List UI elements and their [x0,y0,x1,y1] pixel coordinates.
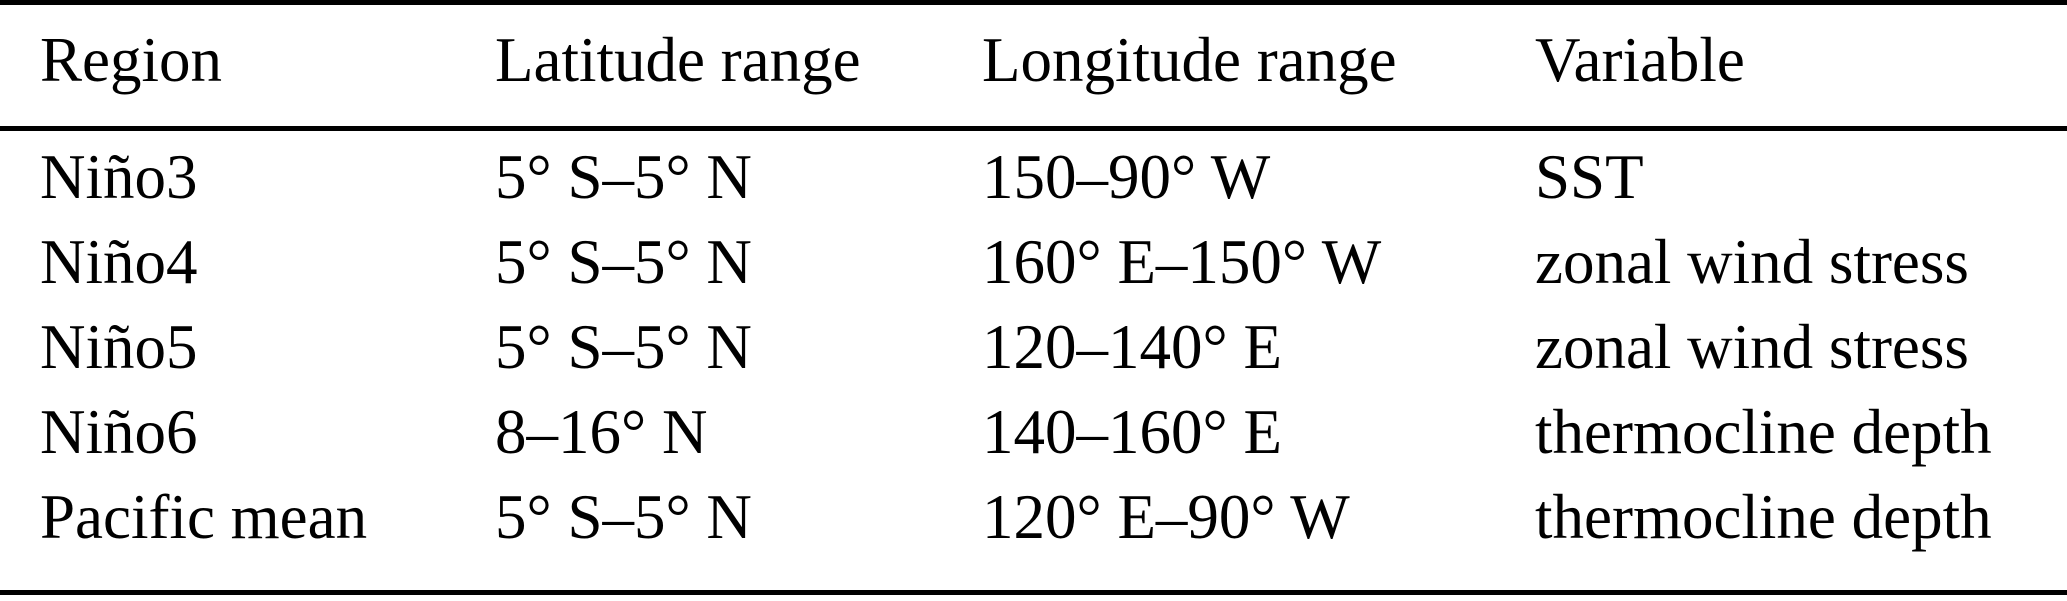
column-header-variable: Variable [1535,5,2067,131]
cell-region: Niño6 [40,397,198,467]
cell-variable: zonal wind stress [1535,227,1969,297]
cell-longitude: 140–160° E [982,397,1282,467]
table-row: Niño3 5° S–5° N 150–90° W SST [0,129,2067,221]
cell-longitude: 120–140° E [982,312,1282,382]
cell-longitude: 150–90° W [982,142,1271,212]
cell-latitude: 5° S–5° N [495,142,752,212]
table-row: Niño4 5° S–5° N 160° E–150° W zonal wind… [0,220,2067,305]
header-row: Region Latitude range Longitude range Va… [0,5,2067,131]
cell-variable: zonal wind stress [1535,312,1969,382]
table-row: Niño5 5° S–5° N 120–140° E zonal wind st… [0,305,2067,390]
column-header-region: Region [0,5,495,131]
cell-latitude: 5° S–5° N [495,482,752,552]
regions-table: Region Latitude range Longitude range Va… [0,5,2067,590]
cell-latitude: 8–16° N [495,397,708,467]
cell-latitude: 5° S–5° N [495,312,752,382]
table-row: Niño6 8–16° N 140–160° E thermocline dep… [0,390,2067,475]
column-header-latitude: Latitude range [495,5,982,131]
cell-longitude: 120° E–90° W [982,482,1350,552]
column-header-longitude: Longitude range [982,5,1535,131]
cell-region: Pacific mean [40,482,368,552]
cell-latitude: 5° S–5° N [495,227,752,297]
cell-region: Niño4 [40,227,198,297]
cell-variable: thermocline depth [1535,397,1992,467]
cell-region: Niño3 [40,142,198,212]
table-row: Pacific mean 5° S–5° N 120° E–90° W ther… [0,475,2067,590]
cell-variable: thermocline depth [1535,482,1992,552]
cell-variable: SST [1535,142,1644,212]
cell-longitude: 160° E–150° W [982,227,1382,297]
cell-region: Niño5 [40,312,198,382]
